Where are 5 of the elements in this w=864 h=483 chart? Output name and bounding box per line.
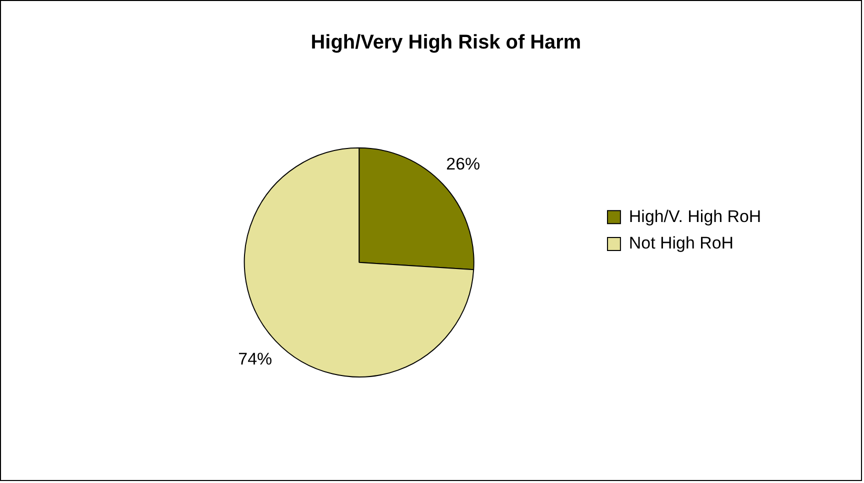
data-label: 26% bbox=[446, 154, 480, 174]
data-label: 74% bbox=[238, 350, 272, 369]
chart-title: High/Very High Risk of Harm bbox=[310, 31, 582, 54]
legend-label: High/V. High RoH bbox=[628, 206, 762, 226]
legend-label: Not High RoH bbox=[628, 234, 734, 253]
